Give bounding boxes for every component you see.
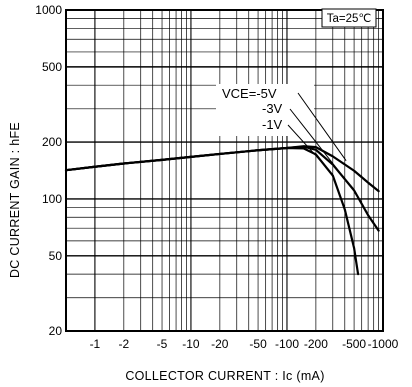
ta-annotation-box	[321, 8, 377, 28]
y-tick-labels: 20 50 100 200 500 1000	[35, 3, 62, 338]
series-label-1v: -1V	[262, 117, 283, 132]
leader-line	[297, 92, 347, 161]
x-axis-label: COLLECTOR CURRENT : Ic (mA)	[125, 369, 324, 383]
chart-grid	[65, 9, 384, 332]
x-tick-label: -2	[118, 337, 129, 351]
ta-annotation: Ta=25℃	[327, 13, 372, 25]
label-leader-lines	[287, 92, 347, 181]
y-axis-label: DC CURRENT GAIN : hFE	[8, 122, 22, 278]
series-labels: VCE=-5V -3V -1V	[216, 84, 314, 136]
x-tick-labels: -1 -2 -5 -10 -20 -50 -100 -200 -500 -1000	[90, 337, 399, 351]
x-tick-label: -1	[90, 337, 101, 351]
curve-vce-3v	[64, 145, 380, 232]
plot-border	[65, 9, 384, 332]
y-tick-label: 200	[42, 135, 62, 149]
plot-frame	[65, 9, 384, 332]
y-tick-label: 50	[49, 249, 63, 263]
x-tick-label: -5	[157, 337, 168, 351]
x-tick-label: -200	[304, 337, 328, 351]
y-tick-label: 100	[42, 192, 62, 206]
x-tick-label: -500	[342, 337, 366, 351]
y-tick-label: 500	[42, 60, 62, 74]
curve-vce-1v	[64, 146, 360, 276]
series-label-vce-5v: VCE=-5V	[222, 86, 277, 101]
x-tick-label: -10	[182, 337, 200, 351]
y-tick-label: 20	[49, 324, 63, 338]
curves-group	[64, 145, 380, 276]
leader-line	[289, 108, 347, 181]
x-tick-label: -100	[275, 337, 299, 351]
x-tick-label: -20	[211, 337, 229, 351]
x-tick-label: -50	[249, 337, 267, 351]
leader-line	[287, 124, 326, 166]
y-tick-label: 1000	[35, 3, 62, 17]
x-tick-label: -1000	[368, 337, 399, 351]
series-label-3v: -3V	[262, 101, 283, 116]
